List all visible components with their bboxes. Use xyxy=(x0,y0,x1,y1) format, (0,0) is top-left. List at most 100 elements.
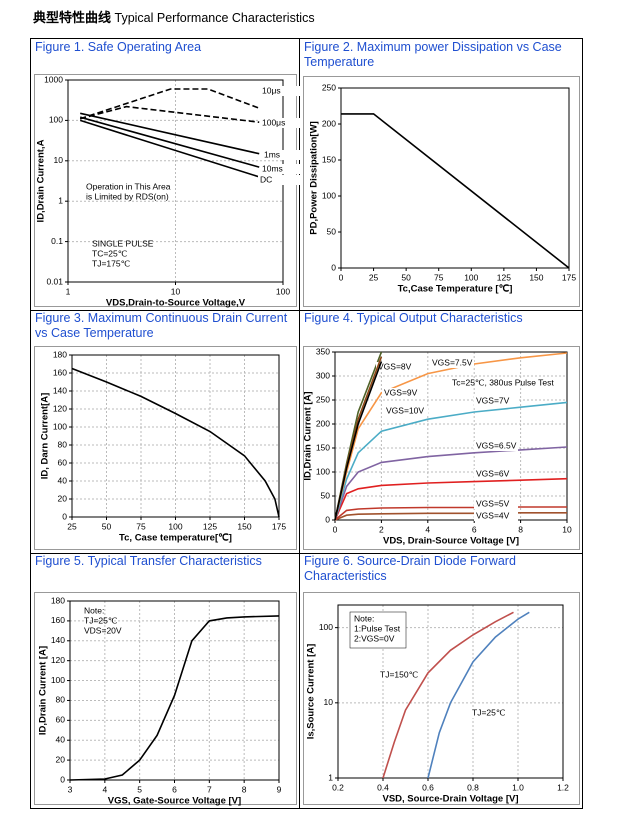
y-tick-label: 1000 xyxy=(44,74,63,84)
figure-caption: Figure 3. Maximum Continuous Drain Curre… xyxy=(35,311,288,340)
y-tick-label: 0 xyxy=(62,511,67,521)
x-tick-label: 25 xyxy=(67,521,77,531)
y-tick-label: 40 xyxy=(58,475,68,485)
series-label: 100μs xyxy=(262,117,285,127)
annotation: Note: xyxy=(84,605,104,615)
y-tick-label: 20 xyxy=(56,754,66,764)
y-tick-label: 150 xyxy=(322,154,336,164)
y-tick-label: 140 xyxy=(53,385,67,395)
x-tick-label: 1.0 xyxy=(512,782,524,792)
x-tick-label: 100 xyxy=(168,521,182,531)
figure-caption: Figure 6. Source-Drain Diode Forward Cha… xyxy=(304,554,516,583)
table-border xyxy=(30,38,583,809)
series-label-bg xyxy=(260,118,304,128)
x-tick-label: 125 xyxy=(203,521,217,531)
y-tick-label: 0 xyxy=(325,514,330,524)
x-tick-label: 0 xyxy=(339,272,344,282)
plot-border xyxy=(334,351,568,521)
y-tick-label: 250 xyxy=(322,82,336,92)
series-label-bg xyxy=(262,150,306,160)
data-line xyxy=(79,105,260,123)
annotation: 1:Pulse Test xyxy=(354,623,401,633)
figure-caption: Figure 2. Maximum power Dissipation vs C… xyxy=(304,40,562,69)
y-tick-label: 120 xyxy=(51,655,65,665)
x-tick-label: 100 xyxy=(464,272,478,282)
annotation: VDS=20V xyxy=(84,625,122,635)
note-box xyxy=(349,611,407,649)
x-tick-label: 4 xyxy=(102,784,107,794)
y-tick-label: 160 xyxy=(51,615,65,625)
figure-caption: Figure 4. Typical Output Characteristics xyxy=(304,311,523,325)
x-tick-label: 25 xyxy=(369,272,379,282)
y-tick-label: 0 xyxy=(331,262,336,272)
data-line xyxy=(334,511,567,521)
y-tick-label: 80 xyxy=(58,439,68,449)
series-label-bg xyxy=(260,86,304,96)
series-label: DC xyxy=(260,174,272,184)
plot-border xyxy=(71,354,280,518)
data-line xyxy=(341,113,570,269)
data-line xyxy=(80,112,260,155)
y-tick-label: 0 xyxy=(60,774,65,784)
y-axis-label: ID,Drain Current [A] xyxy=(38,646,49,735)
y-axis-label: PD,Power Dissipation[W] xyxy=(309,121,320,234)
x-axis-label: VSD, Source-Drain Voltage [V] xyxy=(382,794,518,805)
x-tick-label: 75 xyxy=(136,521,146,531)
x-tick-label: 75 xyxy=(434,272,444,282)
series-label: 10μs xyxy=(262,85,281,95)
x-tick-label: 5 xyxy=(137,784,142,794)
x-tick-label: 0.4 xyxy=(377,782,389,792)
annotation: TC=25℃ xyxy=(92,248,128,258)
y-tick-label: 250 xyxy=(316,394,330,404)
annotation: TJ=175℃ xyxy=(92,258,131,268)
y-axis-label: ID,Drain Current [A] xyxy=(303,391,314,480)
x-tick-label: 100 xyxy=(276,286,290,296)
annotation: 2:VGS=0V xyxy=(354,633,395,643)
figure-caption: Figure 1. Safe Operating Area xyxy=(35,40,202,54)
chart-frame xyxy=(303,76,580,307)
x-tick-label: 4 xyxy=(425,524,430,534)
y-tick-label: 150 xyxy=(316,442,330,452)
y-tick-label: 120 xyxy=(53,403,67,413)
y-tick-label: 200 xyxy=(322,118,336,128)
plot-border xyxy=(340,87,570,269)
annotation: Note: xyxy=(354,613,374,623)
y-tick-label: 140 xyxy=(51,635,65,645)
series-label: VGS=7V xyxy=(476,395,510,405)
x-axis-label: VDS,Drain-to-Source Voltage,V xyxy=(106,298,246,309)
x-tick-label: 6 xyxy=(172,784,177,794)
y-tick-label: 10 xyxy=(54,155,64,165)
y-tick-label: 100 xyxy=(322,190,336,200)
y-tick-label: 40 xyxy=(56,734,66,744)
y-axis-label: Is,Source Current [A] xyxy=(306,644,317,740)
x-tick-label: 150 xyxy=(529,272,543,282)
series-label-bg xyxy=(258,175,302,185)
y-tick-label: 50 xyxy=(321,490,331,500)
data-line xyxy=(79,116,260,168)
data-line xyxy=(79,119,260,178)
x-tick-label: 7 xyxy=(207,784,212,794)
y-tick-label: 60 xyxy=(58,457,68,467)
x-tick-label: 8 xyxy=(518,524,523,534)
x-axis-label: VDS, Drain-Source Voltage [V] xyxy=(383,536,519,547)
y-tick-label: 180 xyxy=(51,595,65,605)
header: 典型特性曲线 Typical Performance Characteristi… xyxy=(33,7,315,26)
series-label: VGS=6.5V xyxy=(476,440,517,450)
x-tick-label: 6 xyxy=(472,524,477,534)
x-tick-label: 3 xyxy=(68,784,73,794)
x-tick-label: 50 xyxy=(401,272,411,282)
y-axis-label: ID, Darn Current[A] xyxy=(40,393,51,480)
series-label: 1ms xyxy=(264,149,280,159)
series-label: 10ms xyxy=(262,163,283,173)
series-label: VGS=4V xyxy=(476,510,510,520)
x-axis-label: VGS, Gate-Source Voltage [V] xyxy=(108,796,241,807)
y-tick-label: 80 xyxy=(56,695,66,705)
y-tick-label: 0.1 xyxy=(51,236,63,246)
x-tick-label: 1.2 xyxy=(557,782,569,792)
x-tick-label: 50 xyxy=(102,521,112,531)
x-tick-label: 175 xyxy=(562,272,576,282)
series-label: TJ=150℃ xyxy=(380,669,419,679)
y-tick-label: 1 xyxy=(328,772,333,782)
y-tick-label: 160 xyxy=(53,367,67,377)
